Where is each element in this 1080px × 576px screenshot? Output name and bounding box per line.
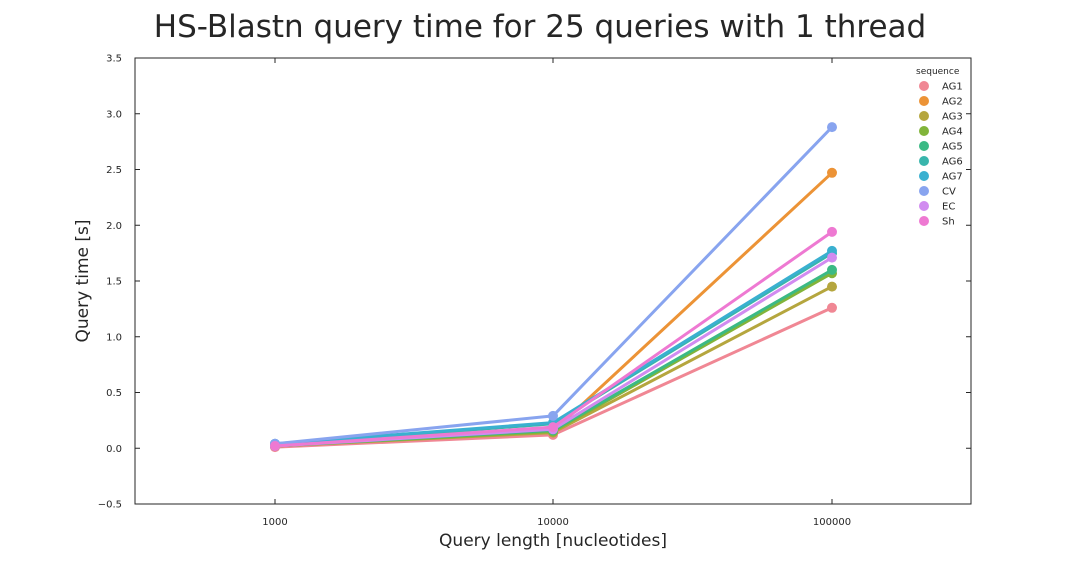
legend-marker-ag6 — [919, 156, 929, 166]
legend-marker-ag3 — [919, 111, 929, 121]
legend-marker-ag1 — [919, 81, 929, 91]
legend-title: sequence — [916, 67, 960, 77]
legend-marker-ag7 — [919, 171, 929, 181]
y-axis: −0.5 0.0 0.5 1.0 1.5 2.0 2.5 3.0 3.5 — [98, 54, 971, 511]
x-axis-label: Query length [nucleotides] — [439, 531, 667, 551]
y-tick-label: 3.5 — [106, 54, 122, 65]
legend-marker-sh — [919, 216, 929, 226]
x-axis: 1000 10000 100000 — [262, 58, 851, 528]
x-tick-label: 1000 — [262, 517, 287, 528]
y-tick-label: 0.5 — [106, 388, 122, 399]
y-tick-label: 3.0 — [106, 109, 122, 120]
legend-label-sh: Sh — [942, 217, 955, 228]
data-point-ec — [827, 252, 837, 263]
legend-marker-cv — [919, 186, 929, 196]
y-tick-label: 2.5 — [106, 165, 122, 176]
y-tick-label: 2.0 — [106, 221, 122, 232]
y-tick-label: 0.0 — [106, 444, 122, 455]
legend: sequence AG1 AG2 AG3 AG4 AG5 AG6 AG7 CV EC Sh — [916, 67, 963, 228]
data-point-ag1 — [827, 302, 837, 313]
legend-label-ag1: AG1 — [942, 82, 963, 93]
legend-label-ag5: AG5 — [942, 142, 963, 153]
legend-label-cv: CV — [942, 187, 956, 198]
legend-marker-ag2 — [919, 96, 929, 106]
legend-marker-ag5 — [919, 141, 929, 151]
data-point-ag5 — [827, 264, 837, 275]
legend-label-ag6: AG6 — [942, 157, 963, 168]
x-tick-label: 10000 — [537, 517, 569, 528]
legend-label-ag7: AG7 — [942, 172, 963, 183]
legend-label-ag2: AG2 — [942, 97, 963, 108]
data-point-ag2 — [827, 167, 837, 178]
y-axis-label: Query time [s] — [73, 219, 93, 342]
data-point-cv — [548, 410, 558, 421]
x-tick-label: 100000 — [813, 517, 851, 528]
legend-marker-ec — [919, 201, 929, 211]
legend-label-ag4: AG4 — [942, 127, 963, 138]
data-point-cv — [827, 122, 837, 133]
chart-title: HS-Blastn query time for 25 queries with… — [154, 9, 926, 45]
y-tick-label: 1.0 — [106, 332, 122, 343]
legend-label-ag3: AG3 — [942, 112, 963, 123]
data-point-ag3 — [827, 281, 837, 292]
legend-label-ec: EC — [942, 202, 955, 213]
y-tick-label: −0.5 — [98, 500, 122, 511]
data-point-sh — [270, 441, 280, 451]
legend-marker-ag4 — [919, 126, 929, 136]
y-tick-label: 1.5 — [106, 277, 122, 288]
data-point-sh — [827, 226, 837, 237]
data-point-sh — [548, 422, 558, 433]
series-layer — [270, 122, 837, 453]
series-line-cv — [273, 125, 834, 446]
